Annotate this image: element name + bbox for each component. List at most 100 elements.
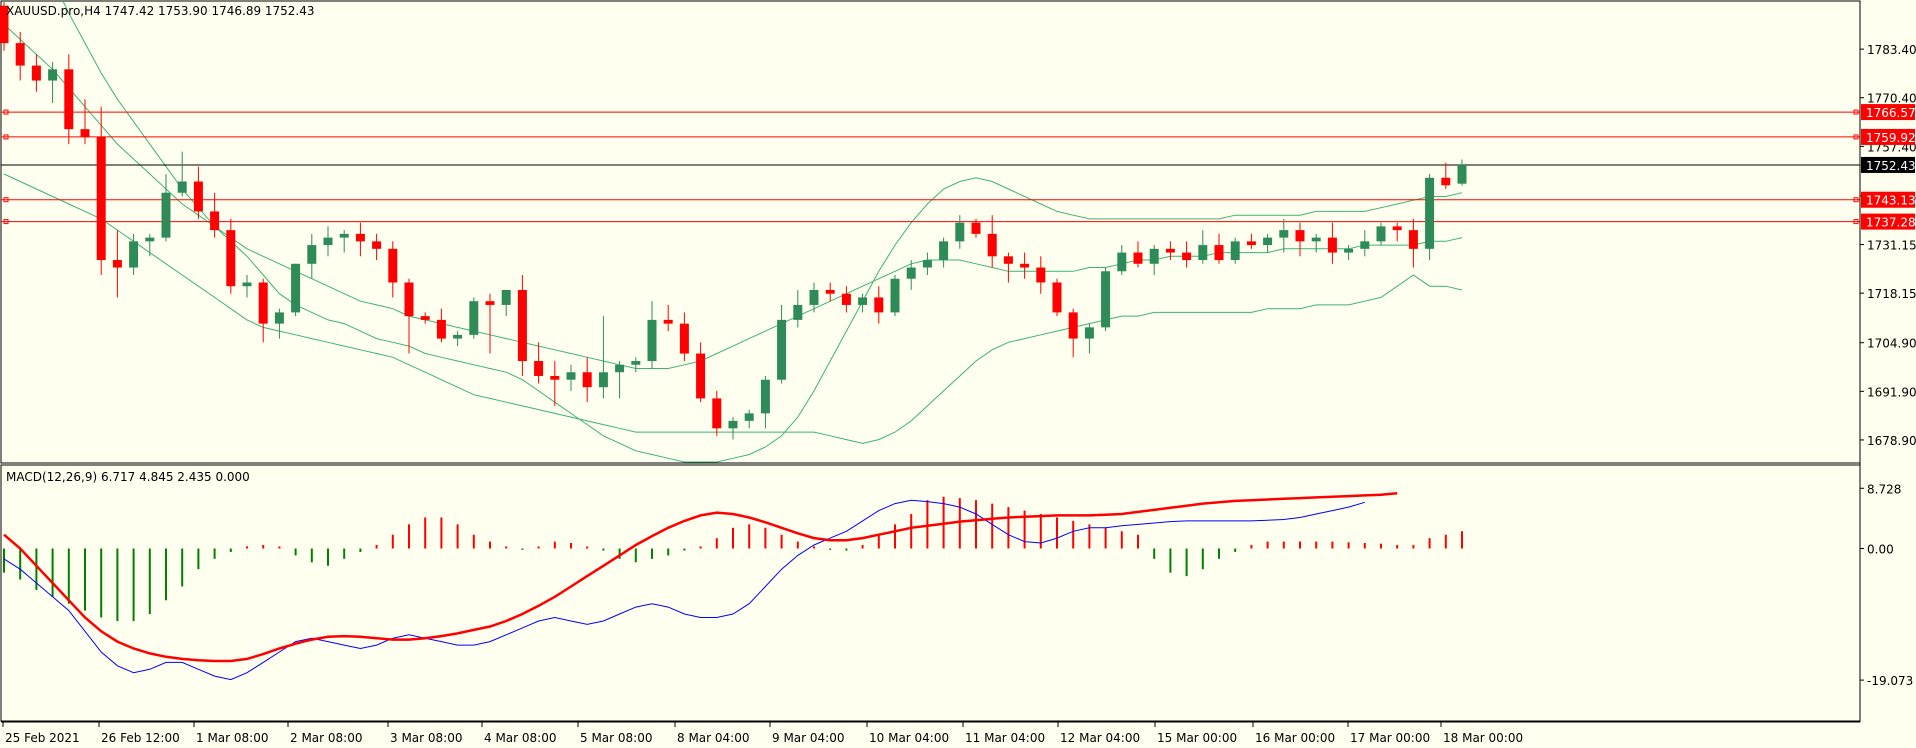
candle — [906, 260, 916, 290]
horizontal-levels[interactable] — [1, 109, 1860, 225]
macd-panel[interactable]: MACD(12,26,9) 6.717 4.845 2.435 0.000 — [0, 464, 1861, 722]
candle-body — [631, 361, 641, 365]
candle — [858, 293, 868, 313]
candle — [1441, 162, 1451, 189]
level-anchor-left-3 — [3, 219, 9, 225]
candle — [96, 106, 106, 276]
time-axis-label: 11 Mar 04:00 — [965, 731, 1045, 745]
candle-body — [372, 241, 382, 249]
candle — [453, 331, 463, 347]
candle-body — [1408, 230, 1418, 249]
candle-body — [1149, 248, 1159, 264]
candle — [1101, 267, 1111, 332]
candle-body — [1052, 282, 1062, 313]
level-anchor-right-1 — [1853, 134, 1859, 140]
candle — [501, 289, 511, 317]
candle — [48, 61, 58, 103]
price-tag-label: 1737.28 — [1866, 216, 1916, 230]
candle — [436, 308, 446, 343]
level-anchor-left-0 — [3, 109, 9, 115]
candle — [663, 304, 673, 332]
candle-body — [307, 245, 317, 264]
candle-body — [485, 301, 495, 305]
time-axis-label: 9 Mar 04:00 — [772, 731, 845, 745]
candle — [550, 361, 560, 406]
candle — [874, 286, 884, 324]
macd-axis-label: -19.073 — [1867, 674, 1913, 688]
level-anchor-right-2 — [1853, 197, 1859, 203]
candle-body — [177, 181, 187, 193]
price-axis-label: 1718.15 — [1867, 287, 1916, 301]
price-tag-label: 1766.57 — [1866, 106, 1916, 120]
price-panel[interactable]: XAUUSD.pro,H4 1747.42 1753.90 1746.89 17… — [0, 0, 1861, 464]
candle — [647, 301, 657, 369]
candle-body — [1003, 256, 1013, 264]
candle — [210, 192, 220, 238]
candle-body — [971, 222, 981, 234]
price-tag-label: 1752.43 — [1866, 159, 1916, 173]
candle-body — [453, 334, 463, 339]
candle-body — [566, 372, 576, 380]
candle — [1408, 218, 1418, 268]
candle — [307, 233, 317, 279]
candle — [1295, 222, 1305, 257]
candle-body — [193, 181, 203, 212]
price-axis-label: 1770.40 — [1867, 92, 1916, 106]
candle — [598, 316, 608, 399]
candle — [129, 233, 139, 276]
candle-body — [1214, 245, 1224, 261]
candle — [1230, 237, 1240, 264]
candle-body — [323, 237, 333, 246]
candle — [355, 222, 365, 257]
candle — [631, 357, 641, 373]
candle — [1311, 233, 1321, 253]
candle-body — [906, 267, 916, 279]
price-tag — [1861, 128, 1915, 145]
candle — [145, 233, 155, 257]
candle — [1036, 256, 1046, 294]
candle — [712, 390, 722, 436]
candle-body — [1036, 267, 1046, 283]
candle-body — [1457, 164, 1467, 184]
candle-body — [809, 289, 819, 305]
candle — [1003, 252, 1013, 283]
candle-body — [1084, 327, 1094, 339]
candle-body — [517, 289, 527, 362]
candle — [1020, 252, 1030, 279]
bollinger-upper — [62, 1, 1463, 463]
price-tag — [1861, 104, 1915, 121]
level-anchor-left-2 — [3, 197, 9, 203]
candle — [339, 230, 349, 253]
candlesticks — [0, 2, 1467, 440]
candle-body — [469, 301, 479, 335]
candle-body — [679, 323, 689, 354]
candle — [64, 54, 74, 145]
candle — [258, 278, 268, 343]
candle — [841, 286, 851, 313]
level-anchor-left-1 — [3, 134, 9, 140]
candle — [955, 215, 965, 249]
candle-body — [355, 233, 365, 242]
candle — [161, 174, 171, 242]
candle-body — [1246, 241, 1256, 246]
candle-body — [1133, 252, 1143, 264]
candle-body — [1295, 230, 1305, 242]
candle-body — [858, 297, 868, 305]
candle-body — [1392, 226, 1402, 231]
candle-body — [48, 69, 58, 81]
price-tag — [1861, 156, 1915, 173]
price-tag — [1861, 213, 1915, 230]
macd-axis-label: 8.728 — [1867, 482, 1901, 496]
candle — [1068, 308, 1078, 358]
candle-body — [712, 398, 722, 429]
price-axis-label: 1731.15 — [1867, 239, 1916, 253]
candle-body — [388, 248, 398, 283]
candle — [0, 2, 9, 51]
time-axis: 25 Feb 2021 26 Feb 12:00 1 Mar 08:00 2 Mar … — [1, 721, 1860, 745]
candle — [1117, 245, 1127, 276]
candle — [615, 361, 625, 399]
macd-lines — [3, 492, 1398, 681]
candle — [922, 252, 932, 276]
level-anchor-right-3 — [1853, 219, 1859, 225]
